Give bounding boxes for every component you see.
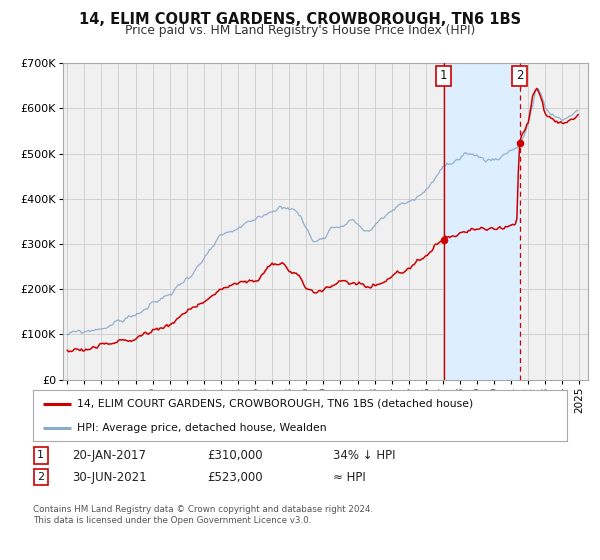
Text: This data is licensed under the Open Government Licence v3.0.: This data is licensed under the Open Gov… bbox=[33, 516, 311, 525]
Text: £523,000: £523,000 bbox=[207, 470, 263, 484]
Text: 14, ELIM COURT GARDENS, CROWBOROUGH, TN6 1BS (detached house): 14, ELIM COURT GARDENS, CROWBOROUGH, TN6… bbox=[77, 399, 473, 409]
Bar bbox=[444, 63, 520, 380]
Text: ≈ HPI: ≈ HPI bbox=[333, 470, 366, 484]
Text: 2: 2 bbox=[516, 69, 523, 82]
Text: HPI: Average price, detached house, Wealden: HPI: Average price, detached house, Weal… bbox=[77, 423, 326, 433]
Text: Contains HM Land Registry data © Crown copyright and database right 2024.: Contains HM Land Registry data © Crown c… bbox=[33, 505, 373, 514]
Text: 2: 2 bbox=[37, 472, 44, 482]
Text: 14, ELIM COURT GARDENS, CROWBOROUGH, TN6 1BS: 14, ELIM COURT GARDENS, CROWBOROUGH, TN6… bbox=[79, 12, 521, 27]
Text: 34% ↓ HPI: 34% ↓ HPI bbox=[333, 449, 395, 462]
Text: 1: 1 bbox=[37, 450, 44, 460]
Text: £310,000: £310,000 bbox=[207, 449, 263, 462]
Text: 1: 1 bbox=[440, 69, 448, 82]
Text: 20-JAN-2017: 20-JAN-2017 bbox=[72, 449, 146, 462]
Text: 30-JUN-2021: 30-JUN-2021 bbox=[72, 470, 146, 484]
Text: Price paid vs. HM Land Registry's House Price Index (HPI): Price paid vs. HM Land Registry's House … bbox=[125, 24, 475, 37]
